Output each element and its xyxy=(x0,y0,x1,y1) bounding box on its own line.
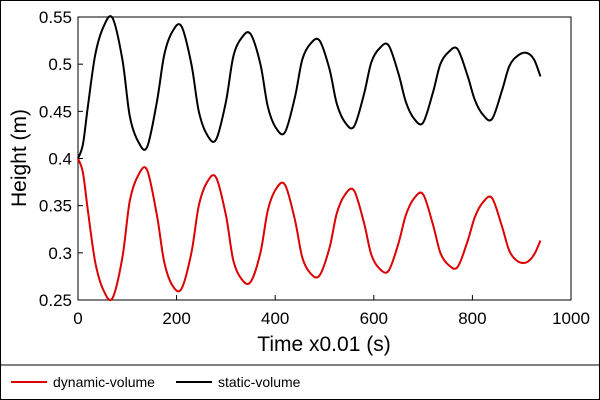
legend-label-dynamic-volume: dynamic-volume xyxy=(53,374,155,390)
x-tick-label: 400 xyxy=(261,309,289,328)
y-tick-label: 0.4 xyxy=(48,150,72,169)
y-tick-label: 0.5 xyxy=(48,55,72,74)
series-line-static-volume xyxy=(77,15,542,159)
y-axis: 0.25 0.3 0.35 0.4 0.45 0.5 0.55 xyxy=(39,8,83,310)
x-axis: 0 200 400 600 800 1000 xyxy=(73,295,590,328)
x-tick-label: 200 xyxy=(162,309,190,328)
y-tick-label: 0.45 xyxy=(39,102,72,121)
x-tick-label: 1000 xyxy=(552,309,590,328)
series-line-dynamic-volume xyxy=(77,158,542,302)
y-tick-label: 0.25 xyxy=(39,291,72,310)
y-tick-label: 0.55 xyxy=(39,8,72,27)
y-tick-label: 0.3 xyxy=(48,244,72,263)
x-tick-label: 0 xyxy=(73,309,82,328)
x-tick-label: 600 xyxy=(360,309,388,328)
x-tick-label: 800 xyxy=(458,309,486,328)
y-axis-title: Height (m) xyxy=(8,109,31,207)
series-layer xyxy=(77,15,542,302)
x-axis-title: Time x0.01 (s) xyxy=(257,333,390,356)
legend-label-static-volume: static-volume xyxy=(218,374,301,390)
legend: dynamic-volume static-volume xyxy=(11,374,301,390)
y-tick-label: 0.35 xyxy=(39,197,72,216)
plot-area xyxy=(77,16,572,301)
